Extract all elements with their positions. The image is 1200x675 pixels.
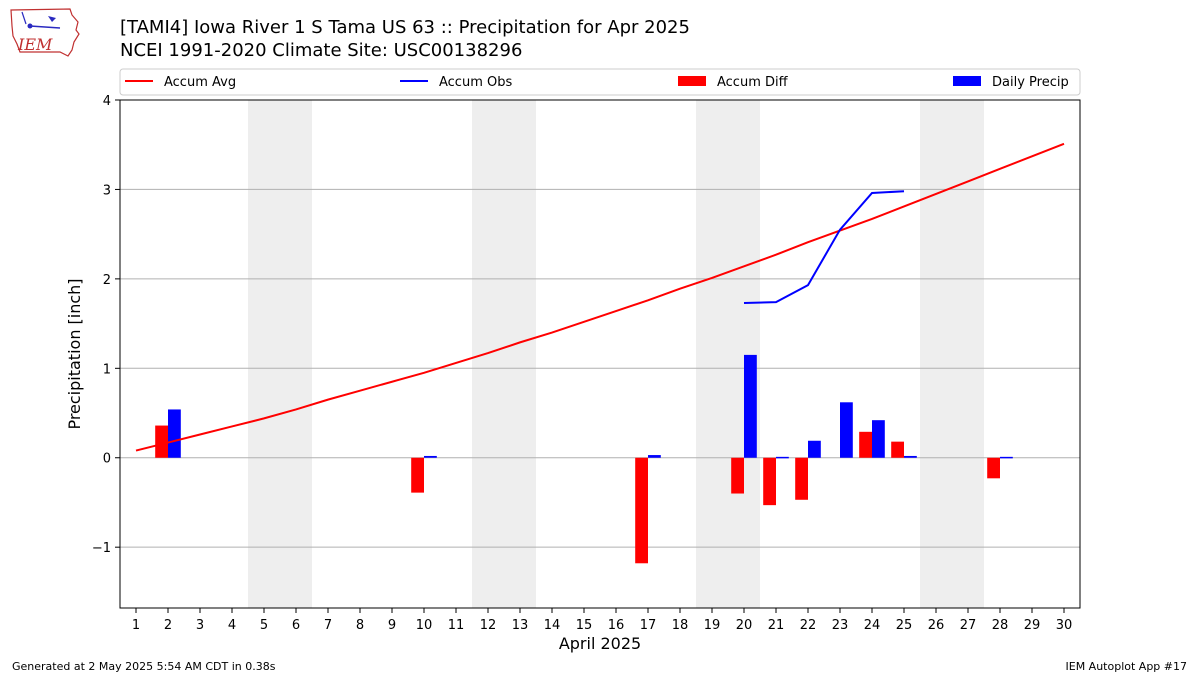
x-tick-label: 2: [164, 618, 172, 633]
legend-label: Accum Avg: [164, 75, 236, 90]
daily-precip-bar: [648, 455, 661, 458]
legend-label: Daily Precip: [992, 75, 1069, 90]
x-tick-label: 15: [576, 618, 593, 633]
chart-title: [TAMI4] Iowa River 1 S Tama US 63 :: Pre…: [120, 17, 690, 38]
y-tick-label: 0: [103, 452, 111, 467]
weekend-band: [248, 100, 312, 608]
y-axis-label: Precipitation [inch]: [65, 278, 84, 429]
x-tick-label: 13: [512, 618, 529, 633]
x-tick-label: 1: [132, 618, 140, 633]
weekend-band: [472, 100, 536, 608]
x-tick-label: 5: [260, 618, 268, 633]
x-axis-label: April 2025: [559, 634, 641, 653]
x-tick-label: 6: [292, 618, 300, 633]
accum-diff-bar: [763, 457, 776, 506]
x-tick-label: 18: [672, 618, 689, 633]
daily-precip-bar: [808, 440, 821, 458]
daily-precip-bar: [168, 409, 181, 458]
weekend-band: [696, 100, 760, 608]
legend-label: Accum Diff: [717, 75, 789, 90]
legend-bar-swatch: [953, 76, 981, 86]
legend-bar-swatch: [678, 76, 706, 86]
accum-diff-bar: [795, 457, 808, 500]
x-tick-label: 14: [544, 618, 561, 633]
legend-box: [119, 68, 1081, 96]
x-tick-label: 26: [928, 618, 945, 633]
x-tick-label: 10: [416, 618, 433, 633]
daily-precip-bar: [424, 455, 437, 458]
daily-precip-bar: [744, 354, 757, 458]
plot-frame: [119, 99, 1081, 609]
x-tick-label: 8: [356, 618, 364, 633]
x-tick-label: 11: [448, 618, 465, 633]
x-tick-label: 30: [1056, 618, 1073, 633]
accum-diff-bar: [635, 457, 648, 564]
y-tick-label: 2: [103, 273, 111, 288]
daily-precip-bar: [904, 455, 917, 458]
accum-diff-bar: [411, 457, 424, 493]
x-tick-label: 28: [992, 618, 1009, 633]
x-tick-label: 3: [196, 618, 204, 633]
x-tick-label: 7: [324, 618, 332, 633]
legend-label: Accum Obs: [439, 75, 512, 90]
x-tick-label: 4: [228, 618, 236, 633]
x-tick-label: 24: [864, 618, 881, 633]
x-tick-label: 21: [768, 618, 785, 633]
logo-text: IEM: [17, 35, 53, 54]
x-tick-label: 16: [608, 618, 625, 633]
accum-diff-bar: [731, 457, 744, 494]
x-tick-label: 19: [704, 618, 721, 633]
y-tick-label: 3: [103, 183, 111, 198]
y-tick-label: −1: [92, 541, 111, 556]
iem-logo: IEM: [8, 6, 82, 62]
accum-diff-bar: [987, 457, 1000, 479]
x-tick-label: 9: [388, 618, 396, 633]
accum-obs-line: [743, 190, 905, 305]
x-tick-label: 17: [640, 618, 657, 633]
accum-diff-bar: [155, 425, 168, 458]
daily-precip-bar: [840, 402, 853, 458]
accum-diff-bar: [859, 431, 872, 458]
footer-generated-text: Generated at 2 May 2025 5:54 AM CDT in 0…: [12, 660, 276, 673]
legend: Accum Avg Accum Obs Accum Diff Daily Precip: [119, 68, 1081, 96]
footer-app-text: IEM Autoplot App #17: [1065, 660, 1188, 673]
x-tick-label: 27: [960, 618, 977, 633]
chart-subtitle: NCEI 1991-2020 Climate Site: USC00138296: [120, 40, 523, 61]
daily-precip-bar: [1000, 456, 1013, 459]
y-tick-label: 4: [103, 94, 111, 109]
daily-precip-bar: [776, 456, 789, 459]
weekend-band: [920, 100, 984, 608]
accum-avg-line: [135, 142, 1065, 452]
x-tick-label: 20: [736, 618, 753, 633]
y-tick-label: 1: [103, 362, 111, 377]
daily-precip-bar: [872, 420, 885, 458]
x-tick-label: 23: [832, 618, 849, 633]
x-tick-label: 29: [1024, 618, 1041, 633]
x-tick-label: 25: [896, 618, 913, 633]
x-tick-label: 12: [480, 618, 497, 633]
accum-diff-bar: [891, 441, 904, 458]
x-tick-label: 22: [800, 618, 817, 633]
